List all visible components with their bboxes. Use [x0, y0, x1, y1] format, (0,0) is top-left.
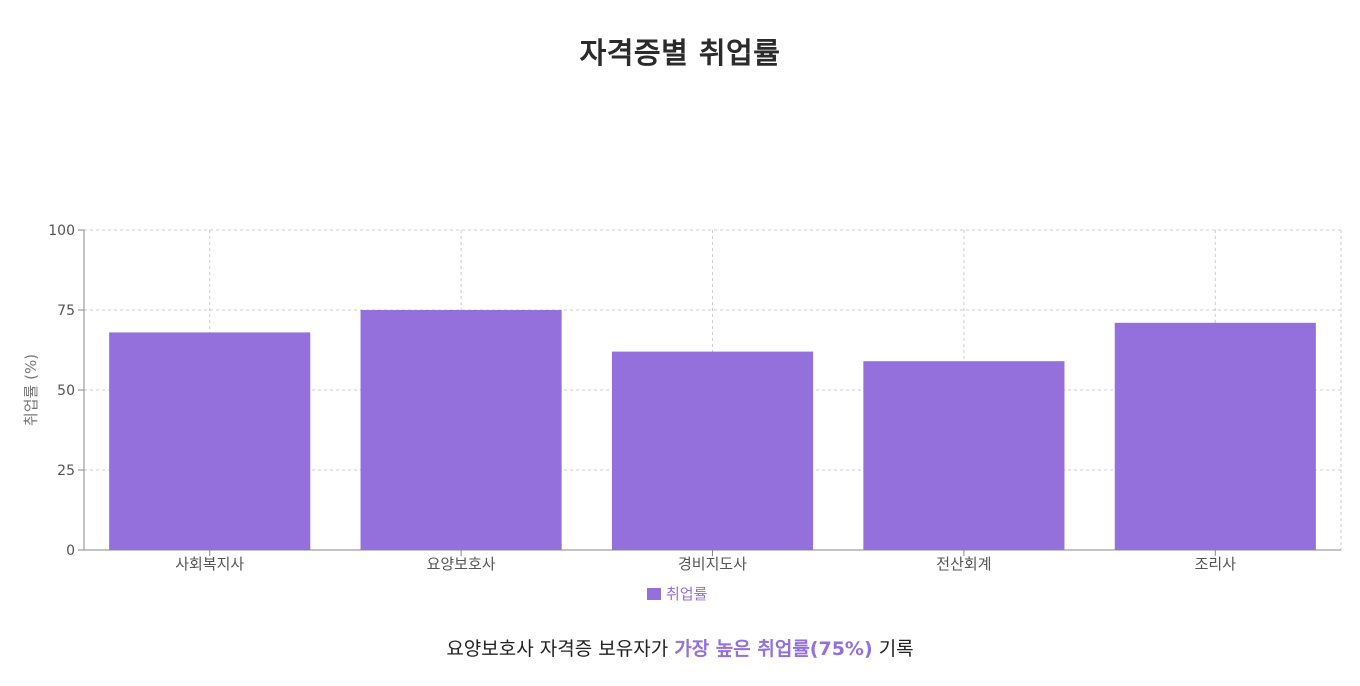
legend: 취업률	[647, 585, 708, 603]
legend-label: 취업률	[666, 585, 708, 603]
y-tick-label: 25	[57, 463, 75, 479]
x-tick-label: 요양보호사	[427, 555, 496, 573]
summary-prefix: 요양보호사 자격증 보유자가	[446, 638, 675, 660]
axes	[78, 229, 1341, 556]
x-tick-label: 전산회계	[936, 555, 991, 573]
y-tick-label: 75	[57, 303, 75, 319]
summary-suffix: 기록	[872, 638, 914, 660]
bar	[863, 361, 1065, 550]
tick-labels: 0 25 50 75 100 사회복지사 요양보호사 경비지도사 전산회계 조리사 취업률 (%)	[22, 223, 1236, 573]
y-tick-label: 50	[57, 383, 75, 399]
bars	[109, 310, 1316, 550]
y-axis-label: 취업률 (%)	[22, 354, 40, 426]
bar	[109, 332, 311, 550]
x-tick-label: 조리사	[1195, 555, 1237, 573]
summary-caption: 요양보호사 자격증 보유자가 가장 높은 취업률(75%) 기록	[0, 634, 1360, 661]
bar	[1114, 322, 1316, 550]
bar	[360, 310, 562, 550]
x-tick-label: 경비지도사	[678, 555, 747, 573]
summary-highlight: 가장 높은 취업률(75%)	[674, 638, 873, 660]
x-tick-label: 사회복지사	[175, 555, 244, 573]
y-tick-label: 0	[66, 543, 75, 559]
chart-title: 자격증별 취업률	[579, 36, 781, 70]
legend-swatch	[647, 588, 661, 600]
bar	[611, 351, 814, 550]
y-tick-label: 100	[48, 223, 75, 239]
